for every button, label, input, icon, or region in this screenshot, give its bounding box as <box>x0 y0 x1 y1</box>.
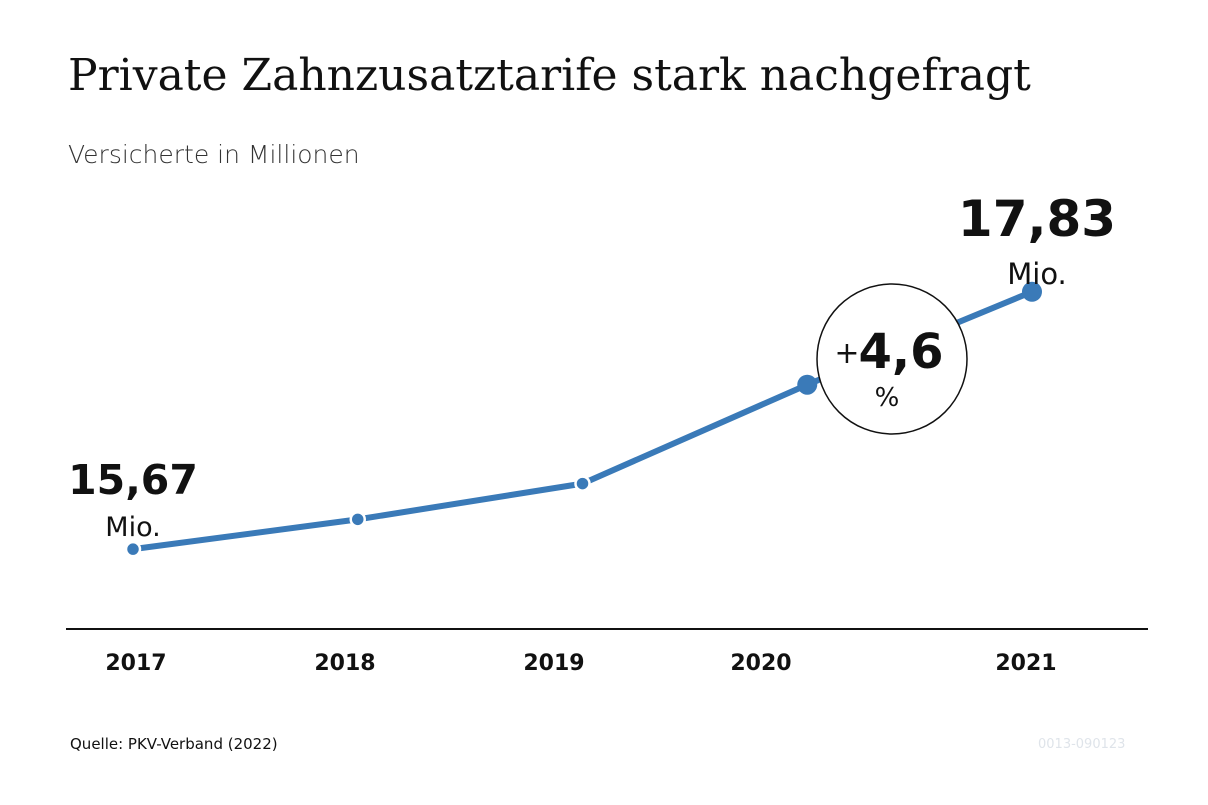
source-note: Quelle: PKV-Verband (2022) <box>70 735 278 753</box>
first-value-label: 15,67 Mio. <box>68 456 198 543</box>
first-value-number: 15,67 <box>68 456 198 504</box>
chart-title: Private Zahnzusatztarife stark nachgefra… <box>68 50 1031 101</box>
change-badge-value: 4,6 <box>858 324 943 380</box>
chart-subtitle: Versicherte in Millionen <box>68 140 360 169</box>
x-tick-label-2020: 2020 <box>730 651 791 676</box>
x-tick-label-2021: 2021 <box>995 651 1056 676</box>
data-point-2021 <box>1022 281 1042 302</box>
first-value-unit: Mio. <box>105 512 160 543</box>
change-badge-sign: + <box>834 336 859 371</box>
last-value-unit: Mio. <box>1007 257 1067 291</box>
change-badge: + 4,6 % <box>816 283 968 435</box>
last-value-label: 17,83 Mio. <box>958 190 1116 291</box>
last-value-number: 17,83 <box>958 190 1116 248</box>
data-point-2017 <box>124 540 142 558</box>
x-tick-label-2017: 2017 <box>105 651 166 676</box>
graphic-id: 0013-090123 <box>1038 737 1126 752</box>
data-point-2019 <box>574 475 591 492</box>
x-tick-label-2019: 2019 <box>523 651 584 676</box>
x-tick-label-2018: 2018 <box>314 651 375 676</box>
x-tick-labels: 2017 2018 2019 2020 2021 <box>105 651 1056 676</box>
change-badge-unit: % <box>875 383 900 413</box>
change-badge-circle <box>816 283 968 435</box>
data-point-2018 <box>349 511 366 528</box>
data-point-2020 <box>797 374 818 395</box>
